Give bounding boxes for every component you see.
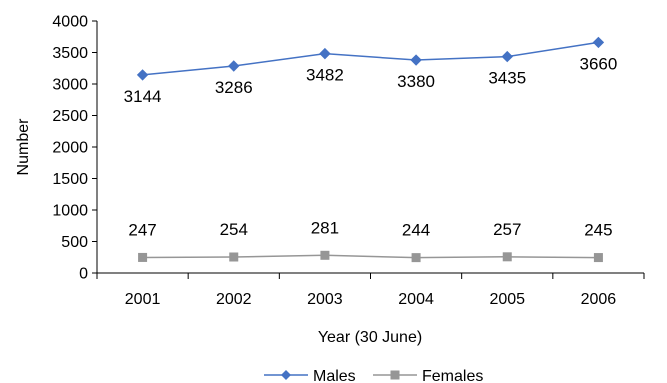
x-tick-label: 2001 xyxy=(125,291,161,308)
y-axis-ticks: 0 500 1000 1500 2000 2500 3000 3500 4000 xyxy=(52,14,97,283)
series-males: 3144 3286 3482 3380 3435 3660 xyxy=(124,36,618,106)
y-tick-label: 1500 xyxy=(52,171,88,188)
legend-label-males: Males xyxy=(313,368,356,383)
x-tick-label: 2005 xyxy=(489,291,525,308)
legend-label-females: Females xyxy=(422,368,483,383)
series-line-males xyxy=(142,41,599,76)
data-label-females: 257 xyxy=(493,220,521,239)
y-axis-title: Number xyxy=(15,118,32,176)
series-females: 247 254 281 244 257 245 xyxy=(128,218,613,263)
y-tick-label: 4000 xyxy=(52,14,88,31)
y-tick-label: 0 xyxy=(79,266,88,283)
y-tick-label: 1000 xyxy=(52,203,88,220)
data-label-females: 247 xyxy=(128,220,156,239)
data-label-males: 3482 xyxy=(306,66,344,85)
series-line-females xyxy=(142,254,599,259)
legend-marker-females xyxy=(390,370,400,380)
data-point-females xyxy=(593,253,603,263)
axes xyxy=(96,21,644,274)
x-axis-title: Year (30 June) xyxy=(318,329,422,346)
data-point-females xyxy=(411,253,421,263)
data-point-males xyxy=(136,69,149,81)
y-tick-label: 500 xyxy=(61,234,88,251)
data-label-females: 281 xyxy=(311,218,339,237)
data-point-males xyxy=(228,60,240,72)
data-label-females: 254 xyxy=(220,220,248,239)
x-tick-label: 2006 xyxy=(581,291,617,308)
legend-item-males: Males xyxy=(264,368,356,383)
legend: Males Females xyxy=(264,368,483,383)
data-point-females xyxy=(138,252,148,262)
legend-marker-males xyxy=(281,370,291,380)
data-point-males xyxy=(319,47,331,60)
data-label-males: 3380 xyxy=(397,72,435,91)
data-label-males: 3660 xyxy=(580,54,618,73)
data-point-males xyxy=(410,54,422,66)
data-point-females xyxy=(229,252,239,262)
x-axis-ticks: 2001 2002 2003 2004 2005 2006 xyxy=(96,273,645,308)
data-label-females: 244 xyxy=(402,221,430,240)
data-label-males: 3144 xyxy=(124,87,162,106)
x-tick-label: 2004 xyxy=(398,291,434,308)
y-tick-label: 2500 xyxy=(52,108,88,125)
data-label-males: 3286 xyxy=(215,78,253,97)
x-tick-label: 2003 xyxy=(307,291,343,308)
data-point-females xyxy=(502,252,512,262)
y-tick-label: 3500 xyxy=(52,45,88,62)
x-tick-label: 2002 xyxy=(216,291,252,308)
data-point-males xyxy=(501,50,513,63)
legend-item-females: Females xyxy=(373,368,483,383)
y-tick-label: 3000 xyxy=(52,77,88,94)
data-label-females: 245 xyxy=(584,221,612,240)
data-point-females xyxy=(320,250,330,260)
data-label-males: 3435 xyxy=(488,69,526,88)
y-tick-label: 2000 xyxy=(52,140,88,157)
data-point-males xyxy=(592,36,605,49)
